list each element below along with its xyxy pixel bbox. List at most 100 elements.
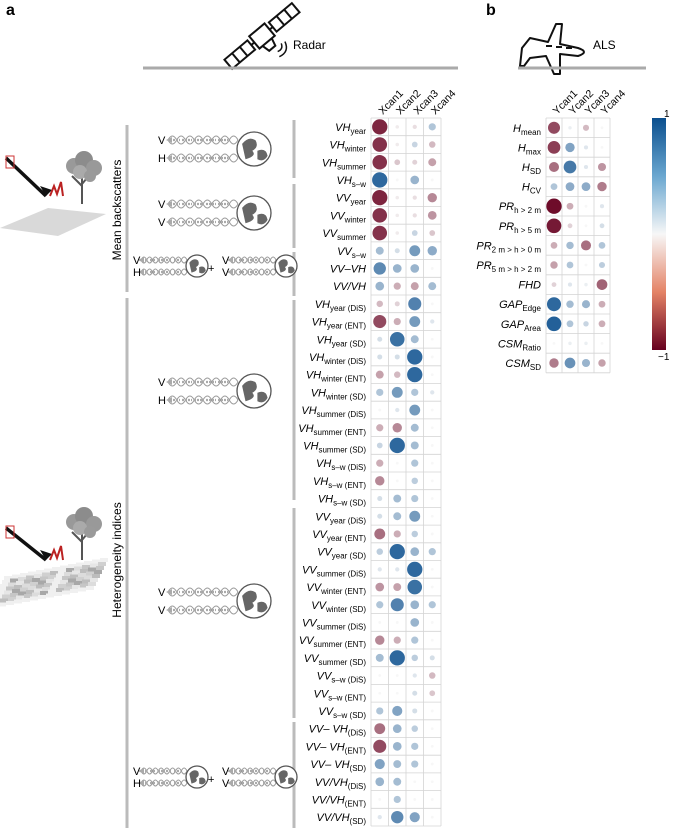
mosaic-cell xyxy=(4,590,12,595)
cell-a-37-1 xyxy=(393,777,402,786)
mosaic-cell xyxy=(30,596,38,601)
cell-b-1-0 xyxy=(547,141,561,154)
cell-a-10-2 xyxy=(408,297,422,311)
cell-b-9-0 xyxy=(546,297,562,312)
mosaic-cell xyxy=(40,576,48,581)
mosaic-cell xyxy=(90,563,98,568)
cell-a-16-0 xyxy=(378,408,382,412)
mosaic-cell xyxy=(20,587,28,592)
cell-a-1-1 xyxy=(395,142,400,147)
row-label-a-21: VHs–w (SD) xyxy=(318,494,367,508)
arrow-icon xyxy=(166,379,172,385)
row-label-b-11: CSMRatio xyxy=(498,338,542,352)
mosaic-cell xyxy=(0,588,6,592)
het-group-label: Heterogeneity indices xyxy=(110,502,124,617)
cell-a-4-2 xyxy=(412,195,417,200)
mosaic-cell xyxy=(60,565,68,570)
mosaic-cell xyxy=(0,592,4,596)
cell-a-26-3 xyxy=(430,585,434,589)
cell-a-12-3 xyxy=(430,337,434,341)
mosaic-cell xyxy=(10,593,18,597)
cell-a-4-1 xyxy=(395,195,400,200)
cell-a-32-1 xyxy=(395,691,399,695)
cell-a-28-3 xyxy=(430,621,434,624)
cell-b-7-3 xyxy=(598,261,606,269)
cell-a-19-3 xyxy=(430,461,434,465)
row-label-b-1: Hmax xyxy=(518,142,541,156)
cell-a-27-2 xyxy=(410,600,420,610)
cell-b-9-3 xyxy=(598,300,606,308)
cell-a-27-1 xyxy=(390,598,404,612)
arrow-icon xyxy=(166,219,172,225)
cell-b-8-3 xyxy=(596,279,608,290)
row-label-a-23: VVyear (ENT) xyxy=(312,529,366,543)
cell-a-13-0 xyxy=(377,354,383,360)
row-label-a-16: VHsummer (DiS) xyxy=(301,405,366,419)
mosaic-cell xyxy=(66,568,74,572)
mosaic-cell xyxy=(66,582,74,587)
cell-b-3-3 xyxy=(597,181,607,192)
cell-a-0-3 xyxy=(428,123,436,131)
cell-b-0-2 xyxy=(582,124,590,131)
row-label-a-14: VHwinter (ENT) xyxy=(306,370,367,384)
cell-a-19-2 xyxy=(411,459,419,467)
cell-b-1-2 xyxy=(583,145,589,150)
colorbar-min-label: −1 xyxy=(658,352,670,363)
cell-b-0-1 xyxy=(568,126,572,130)
cell-b-9-1 xyxy=(566,300,574,308)
row-label-a-28: VVsummer (DiS) xyxy=(302,617,366,631)
radar-header: Radar xyxy=(293,38,326,52)
cell-a-9-2 xyxy=(410,282,419,291)
row-label-b-0: Hmean xyxy=(513,123,541,137)
cell-a-21-1 xyxy=(393,494,402,503)
cell-a-0-1 xyxy=(395,125,400,129)
pol-label-vh-ratio-bottom: H xyxy=(133,267,141,279)
cell-a-0-2 xyxy=(412,124,417,129)
cell-a-17-0 xyxy=(376,424,384,432)
mean-group-label: Mean backscatters xyxy=(110,160,124,261)
cell-b-4-2 xyxy=(584,204,588,208)
row-label-a-24: VVyear (SD) xyxy=(317,547,366,561)
cell-b-0-0 xyxy=(547,121,561,134)
mosaic-cell xyxy=(22,583,30,588)
cell-a-38-2 xyxy=(413,798,417,801)
cell-a-22-2 xyxy=(409,510,421,522)
mosaic-cell xyxy=(88,582,96,586)
row-label-a-6: VVsummer xyxy=(322,228,366,242)
mosaic-cell xyxy=(72,570,80,575)
cell-a-10-1 xyxy=(394,301,400,307)
mosaic-cell xyxy=(80,583,88,588)
mosaic-cell xyxy=(24,579,32,584)
cell-a-24-0 xyxy=(376,548,383,555)
arrow-icon xyxy=(166,397,172,403)
mosaic-cell xyxy=(54,577,62,582)
pol-label-vv-mean-top: V xyxy=(158,199,166,211)
row-label-a-36: VV– VH(SD) xyxy=(310,759,366,773)
cell-a-8-3 xyxy=(430,267,434,270)
cell-a-23-2 xyxy=(411,530,418,538)
mosaic-cell xyxy=(28,571,36,576)
mosaic-cell xyxy=(70,589,78,593)
mosaic-cell xyxy=(88,567,96,572)
cell-a-33-2 xyxy=(412,708,418,714)
cell-a-19-1 xyxy=(395,461,399,465)
cell-a-16-2 xyxy=(409,404,421,416)
cell-a-7-0 xyxy=(375,246,384,255)
row-label-a-4: VVyear xyxy=(336,193,367,207)
cell-a-34-1 xyxy=(392,724,402,733)
row-label-a-30: VVsummer (SD) xyxy=(304,653,367,667)
row-label-a-0: VHyear xyxy=(335,122,366,136)
cell-b-5-0 xyxy=(546,218,562,234)
mosaic-cell xyxy=(34,574,42,578)
forest-plot-illustration-bottom xyxy=(0,507,108,607)
cell-a-31-2 xyxy=(412,673,417,678)
mosaic-cell xyxy=(14,599,22,604)
cell-b-7-0 xyxy=(550,261,558,269)
cell-b-6-2 xyxy=(580,240,592,251)
cell-a-15-0 xyxy=(376,388,384,396)
cell-b-4-3 xyxy=(599,204,605,209)
row-label-a-25: VVsummer (DiS) xyxy=(302,564,366,578)
cell-a-8-1 xyxy=(392,264,402,273)
arrow-icon xyxy=(138,269,144,275)
arrow-icon xyxy=(138,257,144,263)
